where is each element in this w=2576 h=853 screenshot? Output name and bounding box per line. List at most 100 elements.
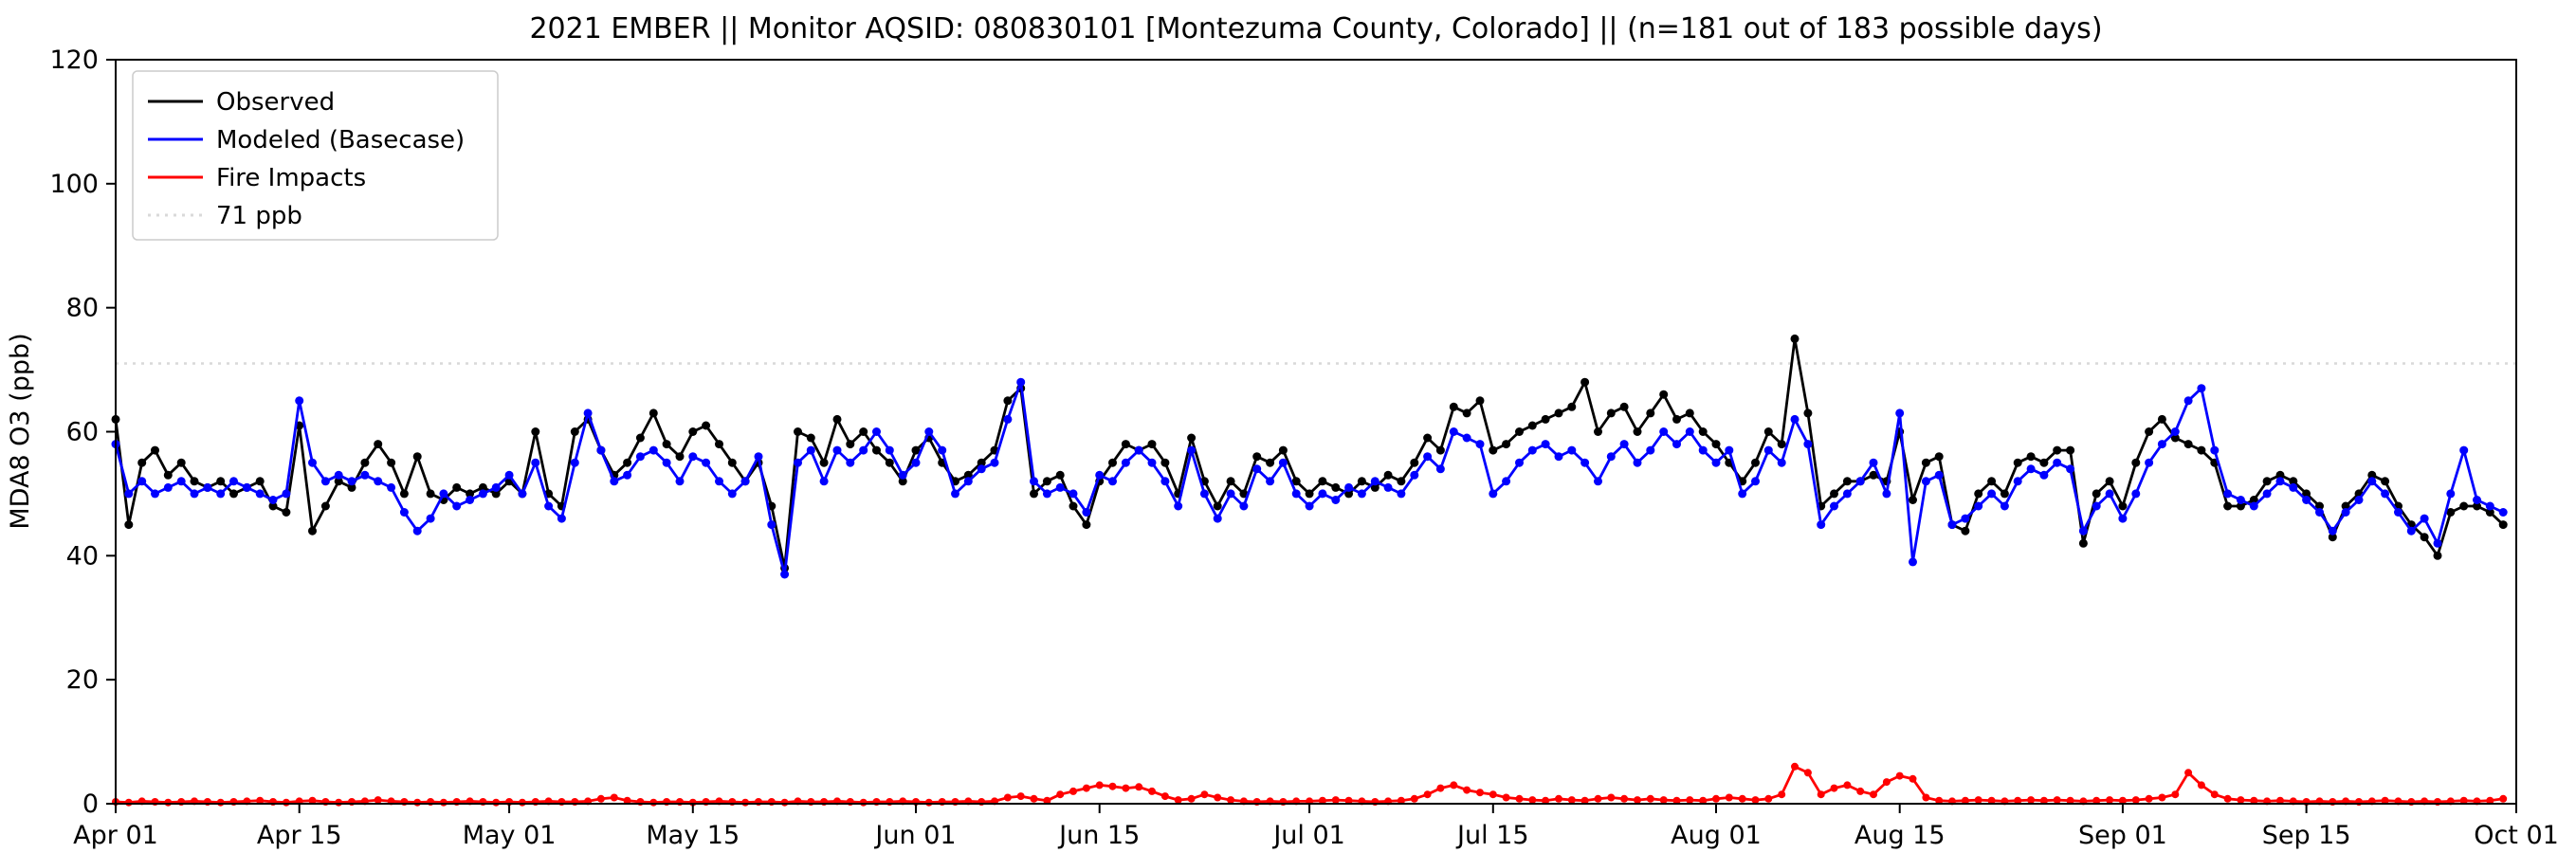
data-point	[2039, 470, 2049, 480]
data-point	[1921, 458, 1930, 467]
data-point	[1435, 464, 1445, 474]
data-point	[583, 408, 593, 418]
data-point	[1725, 445, 1734, 455]
data-point	[1830, 784, 1838, 792]
data-point	[1423, 452, 1433, 462]
data-point	[1594, 794, 1602, 803]
data-point	[623, 458, 632, 467]
data-point	[2249, 496, 2258, 504]
data-point	[1278, 458, 1288, 467]
data-point	[1961, 796, 1969, 805]
data-point	[374, 477, 383, 486]
data-point	[1934, 452, 1944, 462]
data-point	[1751, 477, 1760, 486]
data-point	[1606, 408, 1616, 418]
data-point	[1817, 520, 1826, 530]
data-point	[740, 477, 750, 486]
data-point	[1725, 793, 1733, 802]
data-point	[1764, 794, 1773, 803]
data-point	[1199, 489, 1209, 499]
data-point	[387, 482, 396, 492]
data-point	[2486, 796, 2494, 805]
data-point	[1370, 477, 1379, 486]
data-point	[308, 526, 317, 535]
data-point	[2066, 445, 2075, 455]
data-point	[1842, 477, 1852, 486]
data-point	[1121, 440, 1130, 449]
data-point	[1803, 408, 1813, 418]
data-point	[1476, 789, 1484, 797]
data-point	[702, 421, 711, 430]
data-point	[1554, 452, 1563, 462]
data-point	[518, 489, 527, 499]
data-point	[780, 570, 790, 579]
data-point	[1069, 787, 1077, 795]
chart-title: 2021 EMBER || Monitor AQSID: 080830101 […	[529, 12, 2102, 45]
data-point	[1594, 477, 1602, 486]
data-point	[1463, 786, 1471, 794]
data-point	[151, 489, 159, 499]
data-point	[2262, 477, 2272, 486]
data-point	[1987, 489, 1997, 499]
data-point	[1397, 796, 1405, 805]
data-point	[124, 520, 134, 530]
data-point	[1606, 452, 1616, 462]
data-point	[229, 477, 238, 486]
data-point	[1252, 464, 1262, 474]
data-point	[2237, 796, 2245, 805]
data-point	[426, 514, 435, 523]
series-observed	[111, 334, 2508, 572]
data-point	[1830, 501, 1838, 511]
data-point	[715, 440, 723, 449]
data-point	[1672, 796, 1681, 805]
data-point	[1777, 458, 1786, 467]
data-point	[1909, 496, 1917, 504]
data-point	[1870, 790, 1877, 799]
data-point	[794, 427, 802, 436]
data-point	[1554, 408, 1563, 418]
data-point	[859, 427, 868, 436]
data-point	[1069, 501, 1078, 511]
data-point	[1698, 445, 1708, 455]
data-point	[491, 489, 501, 499]
data-point	[2183, 396, 2193, 406]
data-point	[2197, 384, 2206, 393]
data-point	[2236, 496, 2245, 504]
data-point	[2066, 796, 2074, 805]
data-point	[334, 470, 343, 480]
data-point	[2197, 781, 2205, 789]
data-point	[1160, 477, 1170, 486]
data-point	[216, 477, 226, 486]
data-point	[1450, 781, 1458, 789]
data-point	[124, 489, 134, 499]
data-point	[2394, 508, 2402, 517]
data-point	[1291, 477, 1301, 486]
data-point	[2078, 526, 2088, 535]
data-point	[1423, 433, 1433, 443]
data-point	[2157, 414, 2166, 424]
data-point	[466, 489, 475, 499]
data-point	[1291, 489, 1301, 499]
data-point	[229, 489, 238, 499]
data-point	[2145, 458, 2154, 467]
data-point	[1711, 458, 1721, 467]
data-point	[963, 477, 973, 486]
data-point	[1502, 477, 1511, 486]
data-point	[1935, 796, 1944, 805]
data-point	[1974, 489, 1983, 499]
x-tick-label: Jul 01	[1271, 821, 1345, 850]
data-point	[2328, 533, 2337, 542]
data-point	[374, 796, 382, 805]
data-point	[623, 470, 632, 480]
data-point	[1934, 470, 1944, 480]
data-point	[2302, 489, 2311, 499]
data-point	[478, 482, 487, 492]
data-point	[688, 427, 698, 436]
data-point	[1462, 433, 1471, 443]
data-point	[596, 794, 605, 803]
data-point	[360, 470, 370, 480]
data-point	[1541, 440, 1550, 449]
data-point	[374, 440, 383, 449]
data-point	[2210, 790, 2219, 799]
